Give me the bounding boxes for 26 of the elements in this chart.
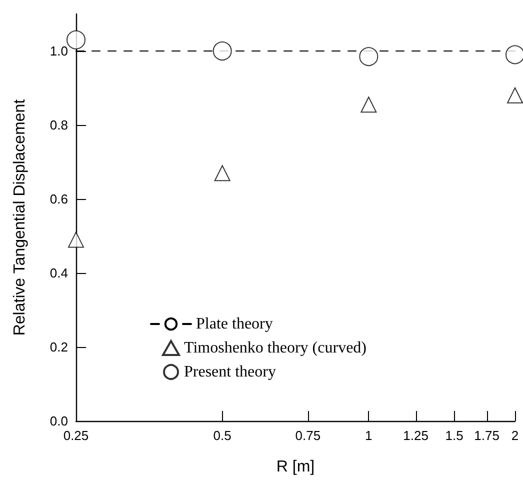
point bbox=[360, 96, 377, 113]
y-tick-label: 1.0 bbox=[50, 44, 68, 58]
x-tick-label: 1.75 bbox=[474, 428, 500, 443]
x-tick-label: 1.5 bbox=[445, 428, 464, 443]
legend-label: Present theory bbox=[184, 364, 276, 380]
legend-label: Timoshenko theory (curved) bbox=[184, 340, 366, 356]
point bbox=[66, 30, 86, 50]
x-tick-label: 0.75 bbox=[295, 428, 321, 443]
x-tick-label: 0.5 bbox=[213, 428, 232, 443]
point bbox=[507, 87, 523, 104]
point bbox=[212, 42, 232, 60]
x-tick-label: 0.25 bbox=[63, 428, 89, 443]
y-tick-label: 0.2 bbox=[50, 340, 68, 354]
y-tick-label: 0.4 bbox=[50, 266, 68, 280]
point bbox=[68, 232, 84, 248]
point bbox=[214, 165, 230, 182]
x-axis-title: R [m] bbox=[276, 458, 315, 476]
y-axis-title: Relative Tangential Displacement bbox=[12, 98, 28, 336]
y-tick-label: 0.0 bbox=[50, 414, 68, 428]
x-tick-label: 1.25 bbox=[403, 428, 428, 443]
point bbox=[359, 47, 378, 66]
x-tick-label: 1 bbox=[365, 428, 372, 443]
y-tick-label: 0.8 bbox=[50, 118, 68, 132]
x-tick-label: 2 bbox=[511, 428, 519, 443]
legend-label: Plate theory bbox=[196, 316, 273, 332]
y-tick-label: 0.6 bbox=[50, 192, 68, 206]
